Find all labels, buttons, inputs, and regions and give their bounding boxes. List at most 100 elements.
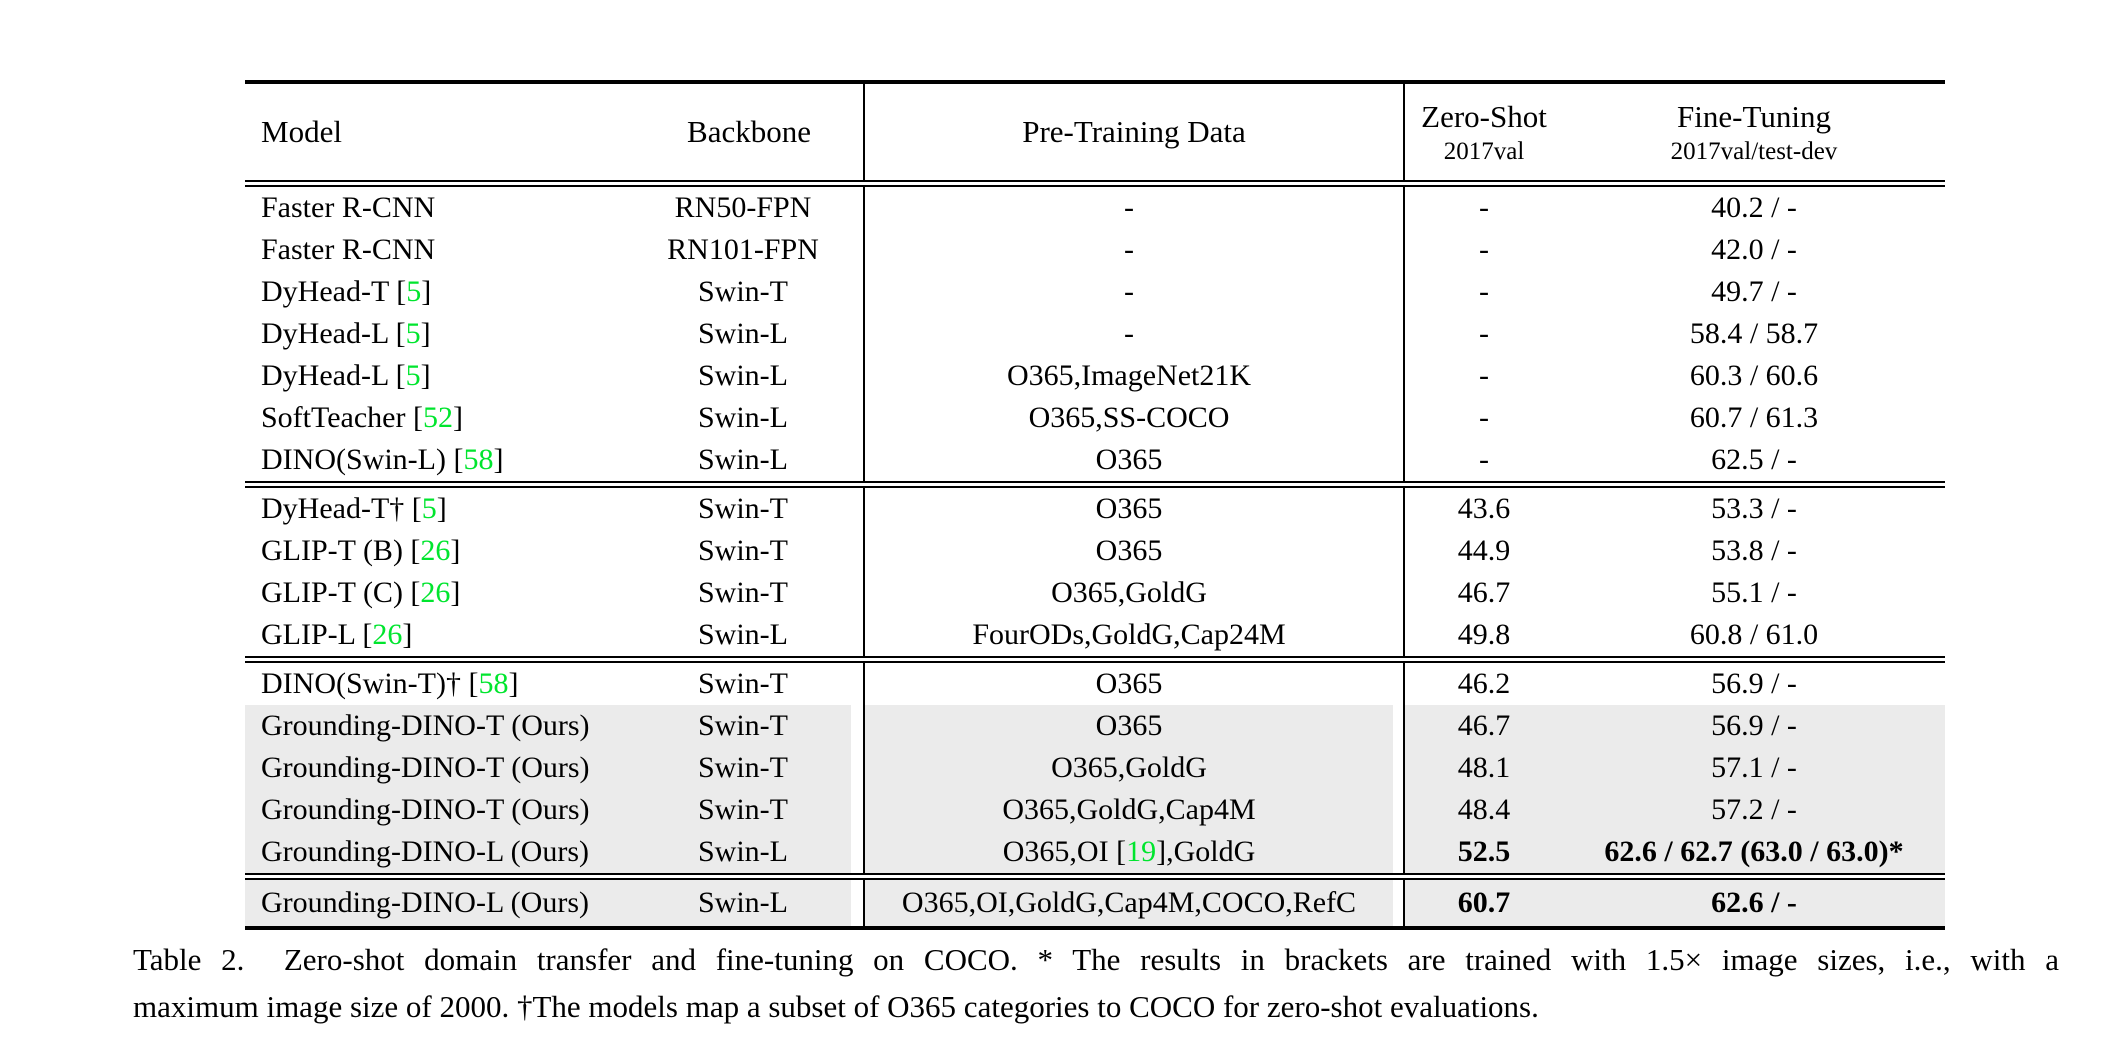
backbone-cell: Swin-L <box>698 317 788 350</box>
table-blocks: Faster R-CNN RN50-FPN - -40.2 / - Faster R-C… <box>245 187 1945 926</box>
pretrain-data: O365 <box>1095 492 1163 525</box>
table-row: GLIP-T (B) [26] Swin-T O365 44.9 53.8 / - <box>245 530 1945 572</box>
model-name: GLIP-T (B) [ <box>261 534 421 567</box>
table-row: Grounding-DINO-T (Ours) Swin-T O365 46.7 56.… <box>245 705 1945 747</box>
backbone-cell: Swin-T <box>698 667 788 700</box>
model-name: GLIP-T (C) [ <box>261 576 421 609</box>
finetune-value: 60.8 / 61.0 <box>1689 618 1819 651</box>
model-name: Grounding-DINO-T (Ours) <box>261 751 590 784</box>
table-row: Faster R-CNN RN101-FPN - - 42.0 / - <box>245 229 1945 271</box>
zeroshot-value: - <box>1403 229 1563 271</box>
finetune-value: 53.8 / - <box>1711 534 1797 567</box>
table-row: GLIP-L [26] Swin-L FourODs,GoldG,Cap24M 49.… <box>245 614 1945 656</box>
citation-ref[interactable]: 26 <box>372 618 403 651</box>
table-block: Grounding-DINO-L (Ours) Swin-L O365,OI,Gol… <box>245 880 1945 926</box>
backbone-cell: Swin-T <box>635 789 851 831</box>
finetune-value: 62.5 / - <box>1711 443 1797 476</box>
table-row: DINO(Swin-L) [58] Swin-L O365 - 62.5 / - <box>245 439 1945 481</box>
finetune-value: 57.2 / - <box>1563 789 1945 831</box>
pretrain-cell: FourODs,GoldG,Cap24M <box>863 614 1393 656</box>
model-cell: SoftTeacher [52] <box>245 397 635 439</box>
table-caption: Table 2. Zero-shot domain transfer and f… <box>133 936 2059 1030</box>
pretrain-cell: - <box>863 313 1393 355</box>
model-suffix: ] <box>450 534 461 567</box>
backbone-cell: Swin-T <box>698 492 788 525</box>
model-suffix: ] <box>452 401 463 434</box>
table-row: Grounding-DINO-T (Ours) Swin-T O365,GoldG,… <box>245 789 1945 831</box>
model-suffix: ] <box>436 492 447 525</box>
table-block: DINO(Swin-T)† [58] Swin-T O365 46.2 56.9 / -… <box>245 663 1945 873</box>
table-row: Faster R-CNN RN50-FPN - - 40.2 / - <box>245 187 1945 229</box>
citation-ref[interactable]: 5 <box>421 492 437 525</box>
pretrain-data: O365,ImageNet21K <box>1006 359 1252 392</box>
model-suffix: ] <box>420 359 431 392</box>
header-finetune-sub: 2017val/test-dev <box>1670 137 1838 165</box>
pretrain-cell: O365,OI [19],GoldG <box>863 831 1393 873</box>
table-block: DyHead-T† [5] Swin-T O365 43.6 53.3 / - GLIP-… <box>245 488 1945 656</box>
model-cell: DyHead-L [5] <box>245 313 635 355</box>
zeroshot-value: 46.7 <box>1403 572 1563 614</box>
finetune-value: 62.6 / - <box>1563 880 1945 926</box>
model-cell: Grounding-DINO-T (Ours) <box>245 747 635 789</box>
finetune-value: 58.4 / 58.7 <box>1689 317 1819 350</box>
pretrain-data: - <box>1124 317 1134 350</box>
zeroshot-value: 48.1 <box>1403 747 1563 789</box>
pretrain-cell: O365 <box>863 663 1393 705</box>
citation-ref[interactable]: 5 <box>405 359 421 392</box>
table-row: GLIP-T (C) [26] Swin-T O365,GoldG 46.7 55.1 … <box>245 572 1945 614</box>
model-cell: Grounding-DINO-L (Ours) <box>245 880 635 926</box>
zeroshot-value: - <box>1403 313 1563 355</box>
table-row: DyHead-L [5] Swin-L - - 58.4 / 58.7 <box>245 313 1945 355</box>
backbone-cell: Swin-L <box>635 831 851 873</box>
citation-ref[interactable]: 5 <box>405 317 421 350</box>
finetune-value: 60.3 / 60.6 <box>1689 359 1819 392</box>
header-divider-rule <box>245 180 1945 187</box>
citation-ref[interactable]: 58 <box>478 667 509 700</box>
model-name: Faster R-CNN <box>261 233 436 266</box>
finetune-value: 57.1 / - <box>1563 747 1945 789</box>
pretrain-cell: O365,GoldG <box>863 747 1393 789</box>
pretrain-data: O365,SS-COCO <box>1028 401 1230 434</box>
model-cell: Faster R-CNN <box>245 187 635 229</box>
block-divider-rule <box>245 873 1945 880</box>
citation-ref[interactable]: 5 <box>406 275 422 308</box>
model-suffix: ] <box>420 317 431 350</box>
finetune-value: 53.3 / - <box>1711 492 1797 525</box>
citation-ref[interactable]: 26 <box>420 534 451 567</box>
model-cell: GLIP-T (B) [26] <box>245 530 635 572</box>
pretrain-data: O365,OI [ <box>1002 835 1127 868</box>
model-name: Grounding-DINO-L (Ours) <box>261 886 589 919</box>
model-name: SoftTeacher [ <box>261 401 423 434</box>
backbone-cell: Swin-L <box>698 359 788 392</box>
table-top-rule <box>245 80 1945 84</box>
backbone-cell: RN101-FPN <box>667 233 819 266</box>
finetune-value: 42.0 / - <box>1711 233 1797 266</box>
pretrain-cell: O365,SS-COCO <box>863 397 1393 439</box>
results-table: Model Backbone Pre-Training Data Zero-Sh… <box>245 80 1945 930</box>
backbone-cell: Swin-T <box>635 705 851 747</box>
pretrain-cell: O365,GoldG <box>863 572 1393 614</box>
table-row: DyHead-T [5] Swin-T - - 49.7 / - <box>245 271 1945 313</box>
backbone-cell: Swin-T <box>698 534 788 567</box>
citation-ref[interactable]: 26 <box>420 576 451 609</box>
header-model: Model <box>261 114 342 149</box>
table-row: DINO(Swin-T)† [58] Swin-T O365 46.2 56.9 / - <box>245 663 1945 705</box>
citation-ref[interactable]: 58 <box>463 443 494 476</box>
table-block: Faster R-CNN RN50-FPN - -40.2 / - Faster R-C… <box>245 187 1945 481</box>
pretrain-data: O365 <box>1095 534 1163 567</box>
header-finetune-title: Fine-Tuning <box>1677 98 1831 134</box>
model-cell: DyHead-T [5] <box>245 271 635 313</box>
zeroshot-value: 46.2 <box>1403 663 1563 705</box>
backbone-cell: Swin-L <box>698 401 788 434</box>
table-row: Grounding-DINO-L (Ours) Swin-L O365,OI [19… <box>245 831 1945 873</box>
model-name: DINO(Swin-L) [ <box>261 443 464 476</box>
zeroshot-value: 44.9 <box>1403 530 1563 572</box>
model-name: Grounding-DINO-T (Ours) <box>261 793 590 826</box>
table-bottom-rule <box>245 926 1945 930</box>
model-cell: DyHead-L [5] <box>245 355 635 397</box>
finetune-value: 56.9 / - <box>1711 667 1797 700</box>
citation-ref[interactable]: 19 <box>1126 835 1157 868</box>
citation-ref[interactable]: 52 <box>422 401 453 434</box>
zeroshot-value: 46.7 <box>1403 705 1563 747</box>
